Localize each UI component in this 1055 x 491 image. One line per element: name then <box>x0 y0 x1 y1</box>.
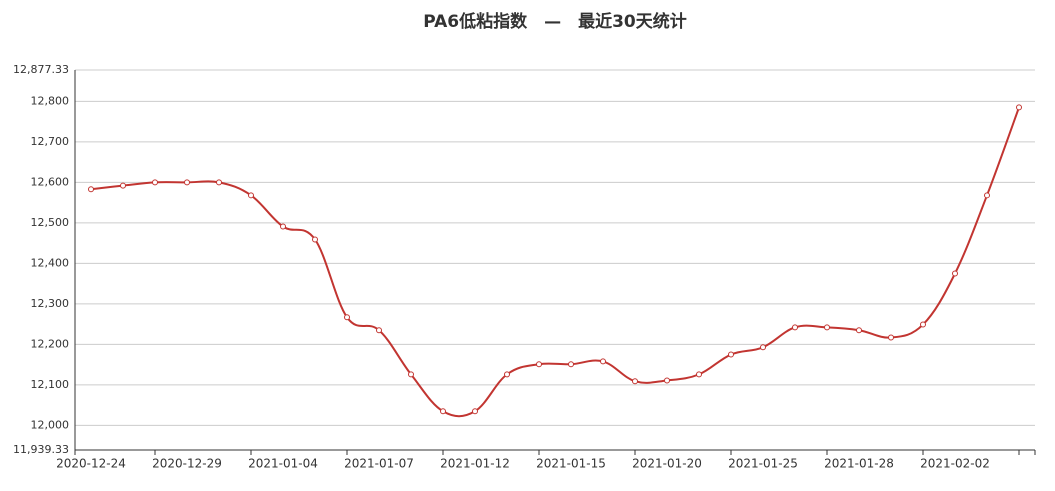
point <box>728 351 734 358</box>
x-tick-label: 2021-01-20 <box>632 457 702 471</box>
point <box>632 378 638 385</box>
point <box>664 377 670 384</box>
x-tick-label: 2021-01-04 <box>248 457 318 471</box>
point <box>536 361 542 368</box>
point <box>120 182 126 189</box>
y-tick-label: 12,400 <box>31 256 70 269</box>
y-tick-label: 12,000 <box>31 418 70 431</box>
point <box>216 179 222 186</box>
point <box>920 321 926 328</box>
point <box>856 327 862 334</box>
y-tick-label: 12,877.33 <box>13 63 69 76</box>
point <box>248 192 254 199</box>
point <box>792 324 798 331</box>
point <box>88 186 94 193</box>
point <box>280 223 286 230</box>
x-tick-label: 2021-01-07 <box>344 457 414 471</box>
x-tick-label: 2021-01-15 <box>536 457 606 471</box>
point <box>408 371 414 378</box>
point <box>344 314 350 321</box>
y-tick-label: 12,600 <box>31 175 70 188</box>
line <box>90 107 1020 418</box>
point <box>504 371 510 378</box>
point <box>472 408 478 415</box>
point <box>824 324 830 331</box>
point <box>760 344 766 351</box>
point <box>696 371 702 378</box>
point <box>312 236 318 243</box>
y-tick-label: 12,100 <box>31 378 70 391</box>
x-tick-label: 2021-02-02 <box>920 457 990 471</box>
y-tick-label: 12,300 <box>31 297 70 310</box>
chart-title: PA6低粘指数 — 最近30天统计 <box>423 11 687 32</box>
x-tick-label: 2021-01-25 <box>728 457 798 471</box>
point <box>152 179 158 186</box>
point <box>600 358 606 365</box>
point <box>1016 104 1022 111</box>
point <box>376 327 382 334</box>
point <box>952 270 958 277</box>
y-tick-label: 12,700 <box>31 135 70 148</box>
x-tick-label: 2020-12-29 <box>152 457 222 471</box>
point <box>184 179 190 186</box>
point <box>888 334 894 341</box>
point <box>568 361 574 368</box>
x-tick-label: 2021-01-28 <box>824 457 894 471</box>
y-tick-label: 12,800 <box>31 94 70 107</box>
point <box>440 408 446 415</box>
x-tick-label: 2020-12-24 <box>56 457 126 471</box>
y-tick-label: 11,939.33 <box>13 443 69 456</box>
point <box>984 192 990 199</box>
x-tick-label: 2021-01-12 <box>440 457 510 471</box>
y-tick-label: 12,500 <box>31 216 70 229</box>
y-tick-label: 12,200 <box>31 337 70 350</box>
